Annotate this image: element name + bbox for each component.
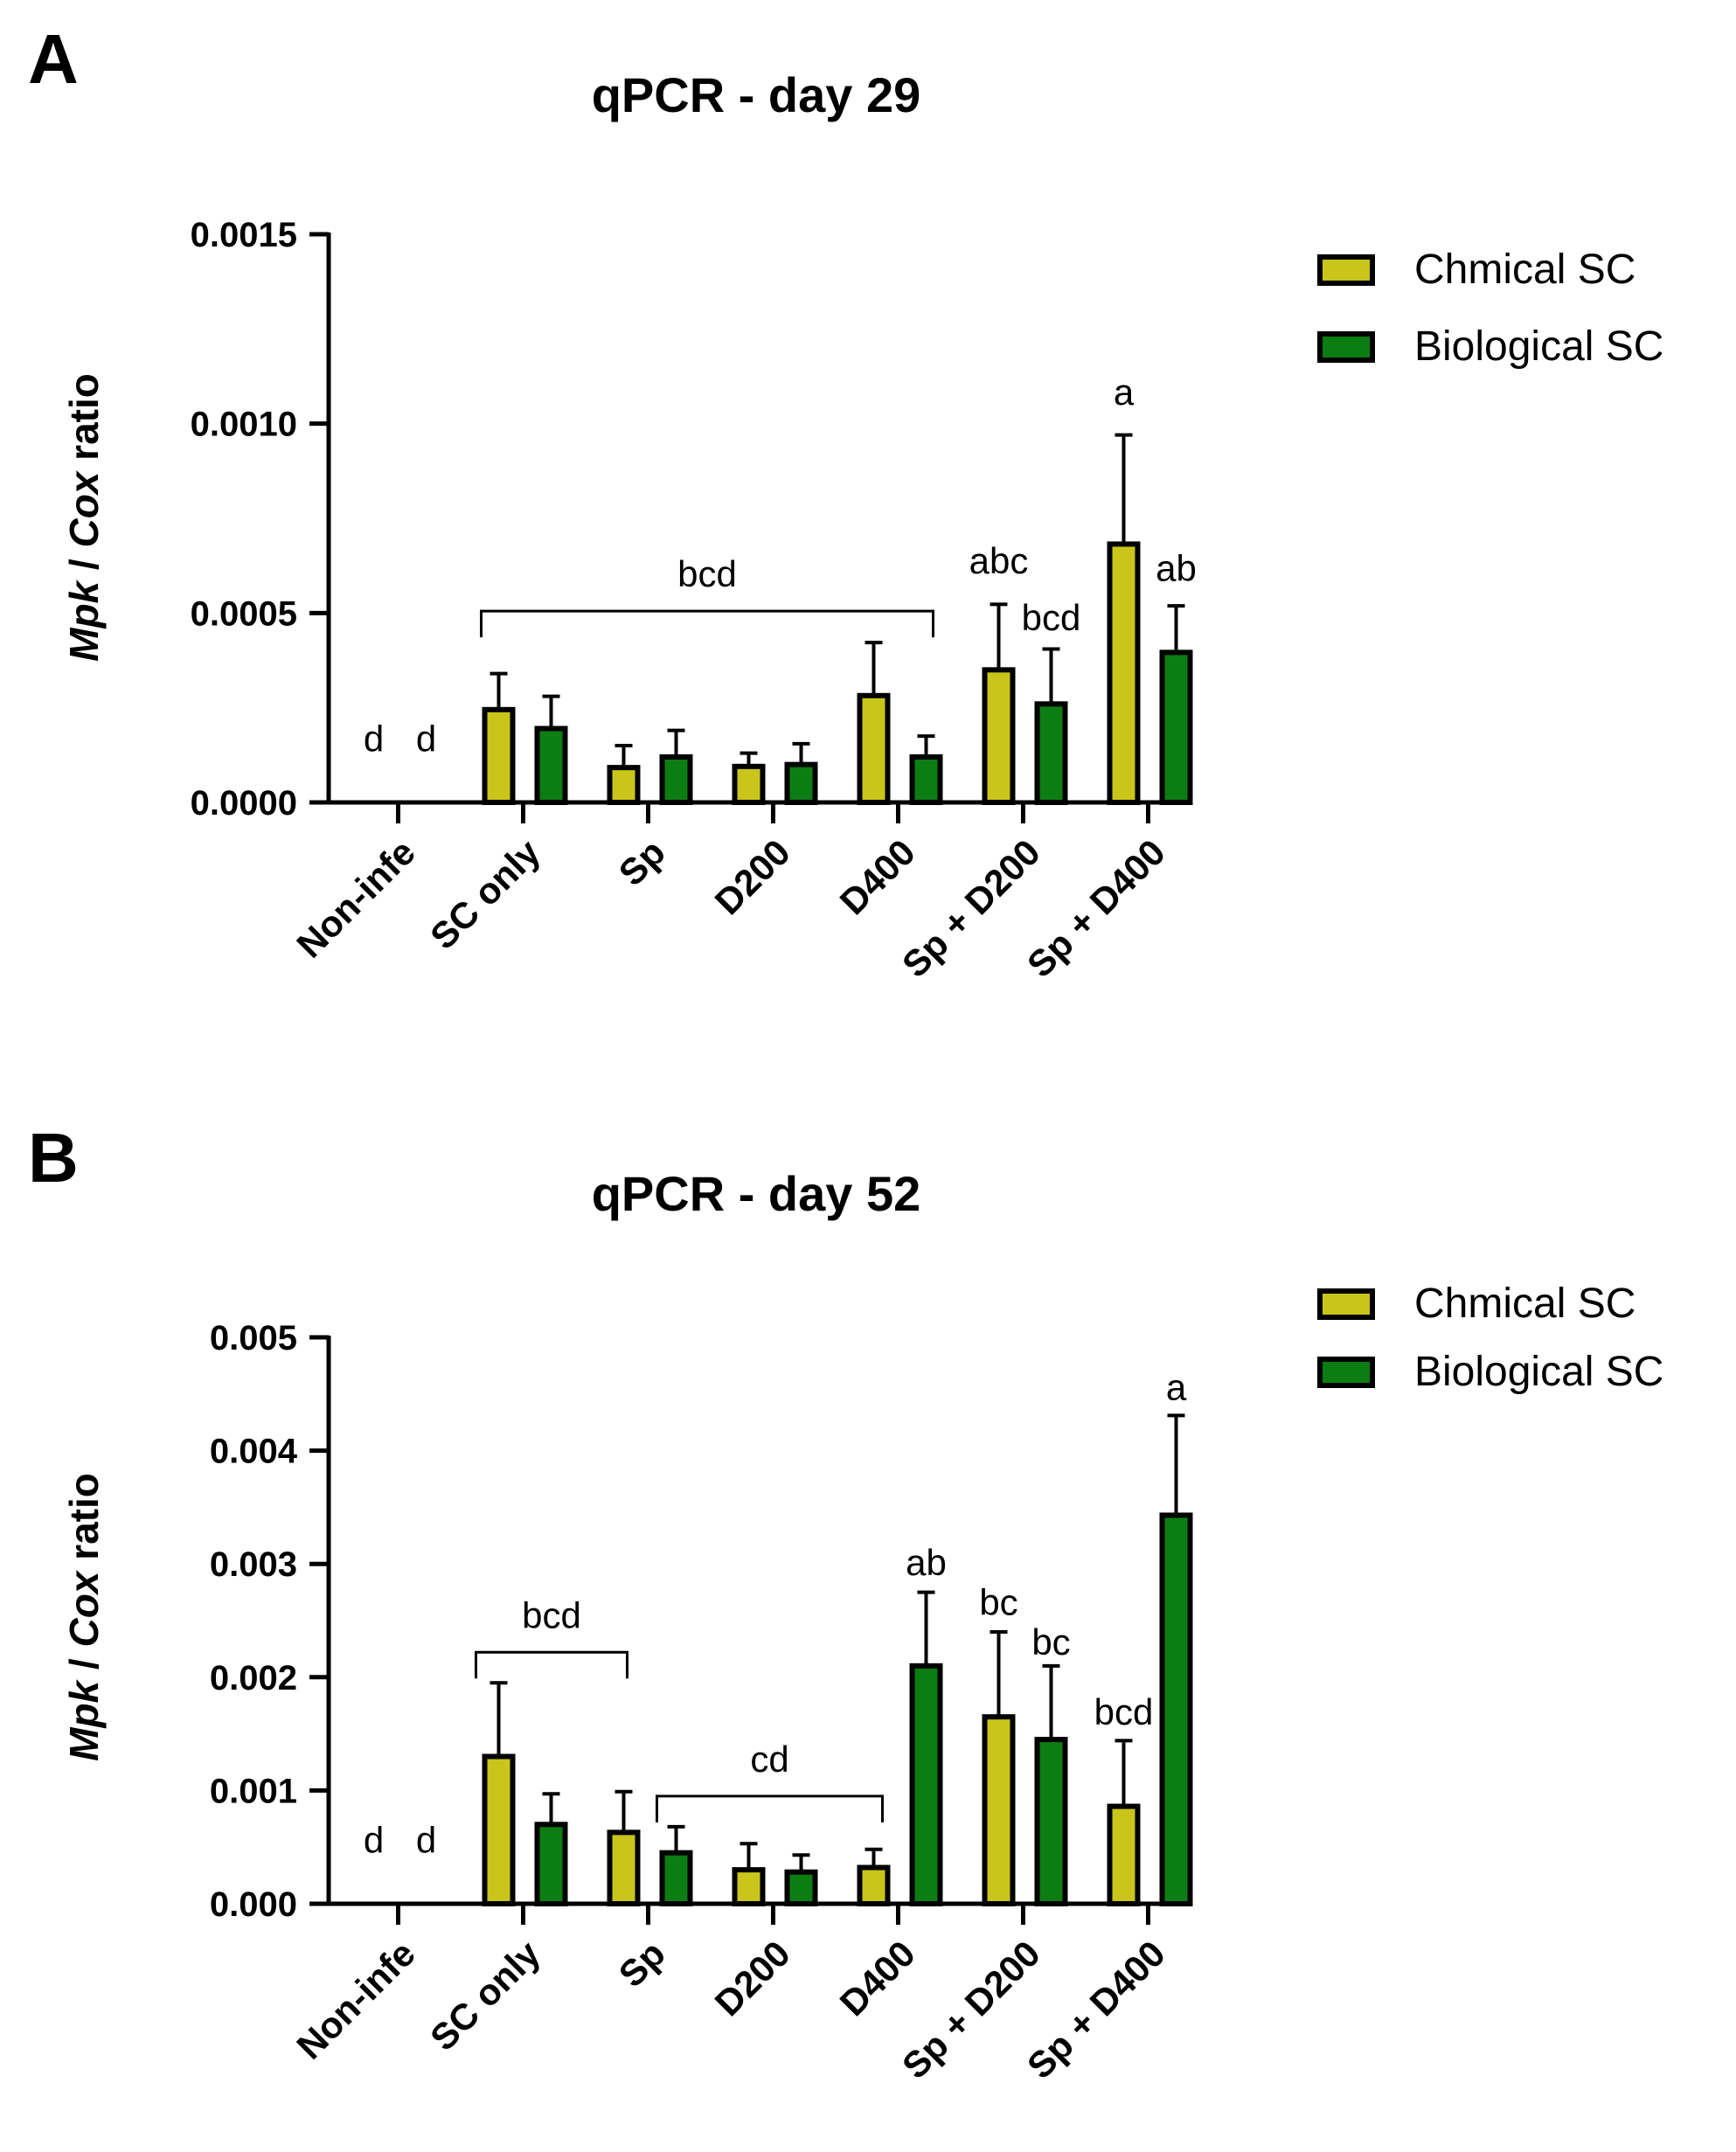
significance-label: bcd: [1094, 1691, 1154, 1732]
significance-label: bc: [1031, 1621, 1070, 1663]
bar: [1159, 1512, 1193, 1907]
y-axis-label-part-1: /: [61, 548, 107, 581]
bar: [534, 725, 568, 805]
significance-bracket: [656, 1794, 884, 1822]
bar: [607, 765, 641, 806]
x-tick-label: SC only: [422, 831, 548, 957]
bar: [1107, 1803, 1141, 1906]
y-tick-label: 0.0010: [191, 406, 297, 444]
y-axis-label-part-2: Cox: [61, 1569, 107, 1647]
y-axis-label-part-0: Mpk: [61, 1678, 107, 1760]
bar: [857, 1864, 891, 1907]
bar: [659, 1850, 693, 1906]
significance-label: d: [416, 718, 436, 760]
significance-label: d: [364, 1820, 384, 1861]
legend-label: Biological SC: [1414, 323, 1663, 370]
y-axis-label-part-3: ratio: [61, 1473, 107, 1571]
x-tick-label: Sp + D400: [1019, 831, 1173, 985]
significance-label: bcd: [522, 1594, 581, 1635]
y-axis-label-part-2: Cox: [61, 469, 107, 547]
significance-bracket: [480, 609, 934, 638]
significance-label: ab: [1156, 548, 1197, 589]
bar: [857, 692, 891, 805]
x-tick-label: D400: [832, 831, 923, 922]
y-tick-label: 0.0005: [191, 594, 297, 633]
legend-label: Biological SC: [1414, 1349, 1663, 1395]
bar: [1159, 649, 1193, 806]
x-tick-label: SC only: [422, 1933, 548, 2058]
y-tick-label: 0.000: [210, 1885, 297, 1924]
y-tick-label: 0.0000: [191, 784, 297, 823]
panel-label: A: [28, 20, 79, 98]
y-tick-label: 0.0015: [191, 216, 297, 254]
bar: [909, 754, 943, 805]
y-axis-label-part-1: /: [61, 1648, 107, 1681]
x-tick-label: Sp: [611, 1933, 673, 1995]
panel-label: B: [28, 1119, 79, 1197]
y-tick-label: 0.001: [210, 1772, 297, 1810]
y-tick-label: 0.004: [210, 1433, 298, 1471]
legend-swatch: [1317, 331, 1375, 363]
significance-label: abc: [969, 540, 1029, 581]
y-tick-label: 0.002: [210, 1659, 297, 1697]
bar: [607, 1829, 641, 1907]
bar: [784, 1869, 818, 1906]
bar: [1034, 1737, 1068, 1906]
bar: [534, 1822, 568, 1907]
bar: [982, 1714, 1016, 1907]
bar: [909, 1663, 943, 1906]
significance-label: a: [1114, 371, 1135, 413]
bar: [732, 1867, 766, 1907]
significance-bracket: [475, 1650, 628, 1679]
x-tick-label: Sp: [611, 831, 673, 893]
significance-label: bcd: [677, 553, 737, 594]
y-axis-label: Mpk / Cox ratio: [61, 1473, 107, 1761]
significance-label: d: [364, 718, 384, 760]
bar: [784, 761, 818, 806]
legend-swatch: [1317, 1357, 1375, 1388]
y-axis-label-part-3: ratio: [61, 373, 107, 471]
bar: [482, 706, 516, 805]
legend-swatch: [1317, 1288, 1375, 1320]
legend-label: Chmical SC: [1414, 246, 1635, 293]
x-tick-label: Non-infe: [288, 831, 423, 966]
legend-swatch: [1317, 254, 1375, 286]
bar: [982, 667, 1016, 805]
significance-label: bcd: [1022, 597, 1081, 638]
significance-label: ab: [906, 1542, 947, 1583]
significance-label: a: [1166, 1366, 1187, 1407]
significance-label: cd: [750, 1739, 788, 1780]
x-tick-label: Sp + D400: [1019, 1933, 1173, 2086]
chart-title: qPCR - day 29: [592, 67, 921, 122]
y-axis-label-part-0: Mpk: [61, 579, 107, 661]
significance-label: d: [416, 1820, 436, 1861]
x-tick-label: D400: [832, 1933, 923, 2024]
legend-label: Chmical SC: [1414, 1281, 1635, 1327]
y-tick-label: 0.005: [210, 1319, 297, 1357]
y-axis-label: Mpk / Cox ratio: [61, 373, 107, 662]
bar: [1034, 701, 1068, 805]
significance-label: bc: [979, 1582, 1017, 1623]
x-tick-label: D200: [707, 1933, 798, 2024]
bar: [482, 1753, 516, 1907]
chart-title: qPCR - day 52: [592, 1166, 921, 1221]
x-tick-label: D200: [707, 831, 798, 922]
bar: [732, 763, 766, 805]
bar: [1107, 541, 1141, 805]
x-tick-label: Non-infe: [288, 1933, 423, 2067]
y-tick-label: 0.003: [210, 1545, 297, 1584]
bar: [659, 754, 693, 805]
